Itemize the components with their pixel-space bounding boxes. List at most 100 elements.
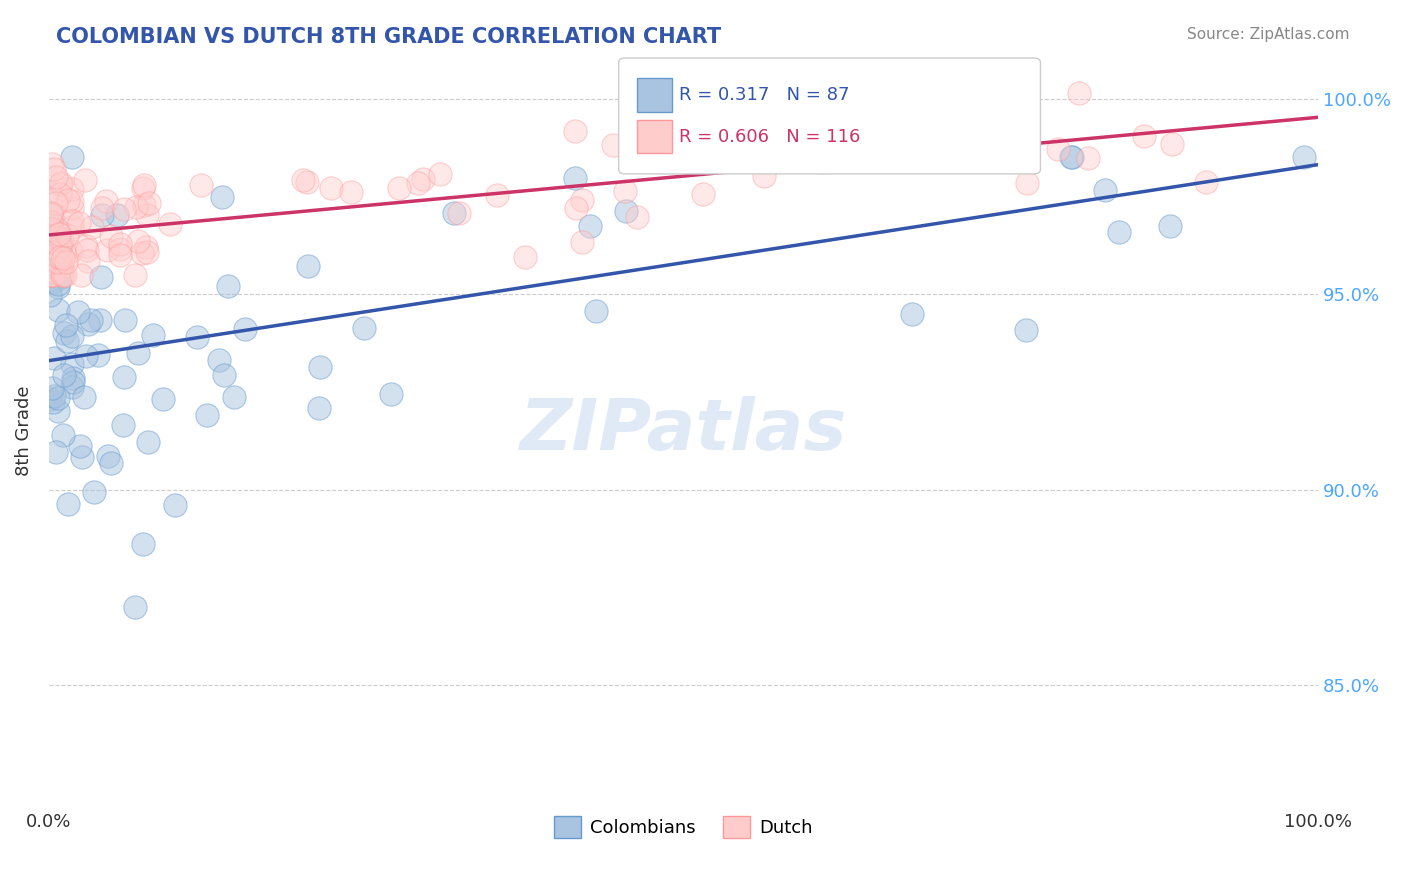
Point [39,235,62,249]
Point [62,370,84,384]
Point [76,244,98,258]
Point [406,176,429,190]
Point [60,329,83,343]
Point [692,186,714,201]
Point [1108,225,1130,239]
Point [1060,150,1083,164]
Point [44,444,66,458]
Point [308,360,330,375]
Point [56,334,79,348]
Point [46,254,69,268]
Point [46,277,69,292]
Point [77,317,100,331]
Point [626,211,648,225]
Point [564,170,586,185]
Point [56,227,79,242]
Point [44,251,66,265]
Point [1015,323,1038,337]
Point [114,370,136,384]
Point [132,180,155,194]
Point [214,368,236,382]
Point [41,223,63,237]
Point [60,194,83,209]
Point [136,435,159,450]
Point [39,206,62,220]
Point [1015,150,1038,164]
Point [388,181,411,195]
Point [46,243,69,257]
Text: R = 0.317   N = 87: R = 0.317 N = 87 [679,87,849,104]
Point [42,162,65,177]
Point [571,193,593,207]
Point [39,235,62,250]
Point [60,213,83,227]
Legend: Colombians, Dutch: Colombians, Dutch [547,809,820,846]
Point [124,268,146,282]
Point [901,94,924,108]
Point [72,450,94,464]
Point [49,239,72,253]
Point [1015,176,1038,190]
Point [67,305,90,319]
Point [38,268,60,282]
Point [45,195,67,210]
Point [135,240,157,254]
Point [1077,151,1099,165]
Point [754,169,776,183]
Point [75,238,97,252]
Point [48,231,70,245]
Point [564,124,586,138]
Point [1047,143,1070,157]
Point [48,251,70,265]
Point [727,138,749,153]
Point [208,352,231,367]
Point [142,327,165,342]
Point [39,206,62,220]
Point [127,346,149,360]
Point [42,351,65,365]
Point [136,208,159,222]
Point [1010,128,1032,143]
Point [292,173,315,187]
Point [135,245,157,260]
Point [100,229,122,244]
Y-axis label: 8th Grade: 8th Grade [15,385,32,476]
Point [195,408,218,422]
Point [89,312,111,326]
Point [53,268,76,282]
Point [39,228,62,243]
Point [704,149,727,163]
Point [485,188,508,202]
Point [39,214,62,228]
Point [217,279,239,293]
Point [132,537,155,551]
Point [45,169,67,184]
Point [77,254,100,268]
Point [991,150,1014,164]
Point [51,259,73,273]
Point [696,123,718,137]
Point [339,185,361,199]
Point [75,172,97,186]
Point [41,208,63,222]
Point [114,313,136,327]
Point [60,150,83,164]
Point [52,251,75,265]
Point [90,270,112,285]
Point [108,237,131,252]
Point [165,498,187,512]
Text: ZIPatlas: ZIPatlas [520,396,848,466]
Point [108,243,131,257]
Point [42,394,65,409]
Point [159,217,181,231]
Point [571,235,593,249]
Point [49,238,72,252]
Point [52,268,75,282]
Point [308,401,330,416]
Point [111,417,134,432]
Point [46,303,69,318]
Point [55,255,77,269]
Point [1194,175,1216,189]
Point [60,244,83,259]
Point [614,204,637,219]
